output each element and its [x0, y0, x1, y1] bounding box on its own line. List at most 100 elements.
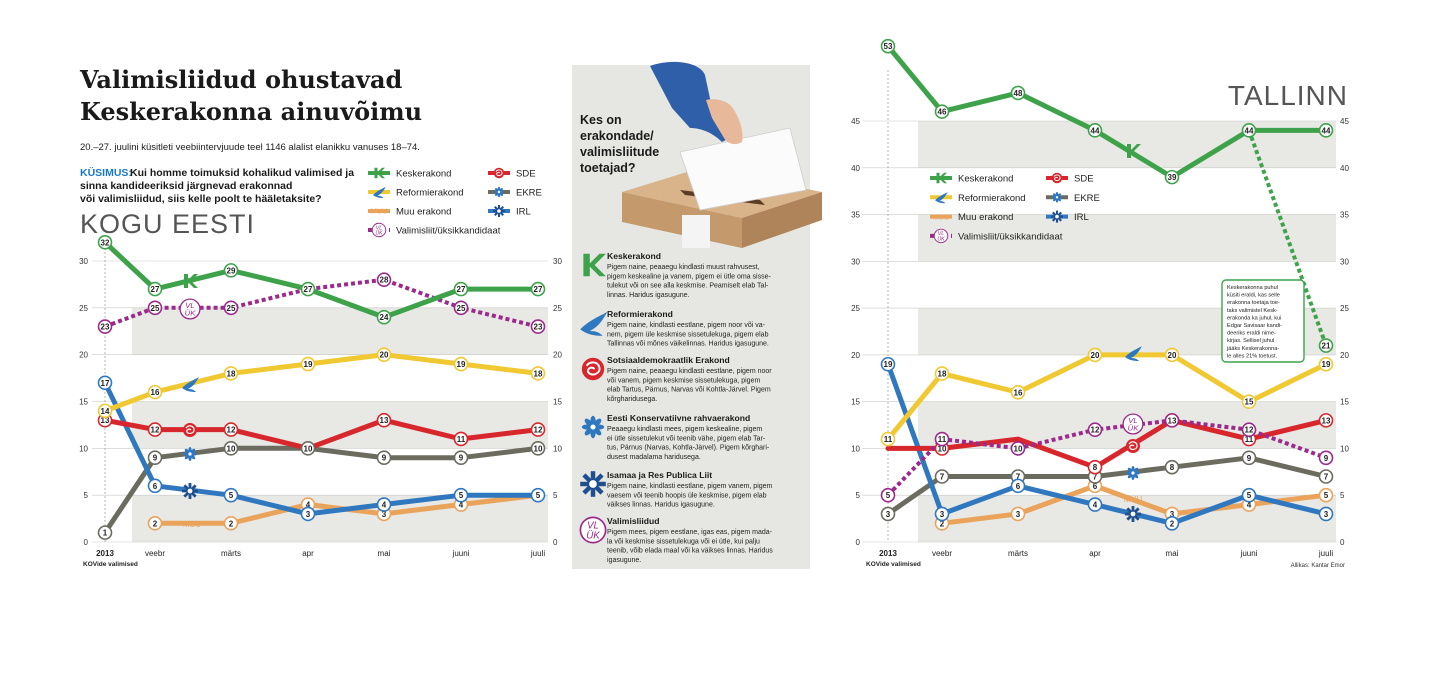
- data-label-irl: 2: [1170, 519, 1175, 528]
- party-description-line: Pigem naine, kindlasti eestlane, pigem n…: [607, 322, 766, 329]
- party-description-line: elab Tartus, Pärnus, Narvas või Kohtla-J…: [607, 387, 771, 394]
- reform-icon: [373, 186, 386, 198]
- data-label-sde: 11: [457, 435, 466, 444]
- y-tick-label-left: 35: [851, 211, 860, 220]
- data-point-sde: [147, 422, 163, 437]
- data-point-kesk: [1164, 169, 1180, 185]
- y-tick-label-right: 25: [553, 304, 562, 313]
- data-label-sde: 12: [151, 426, 160, 435]
- data-point-muu: [1318, 487, 1334, 503]
- data-point-reform: [934, 366, 950, 381]
- data-label-reform: 18: [227, 369, 236, 378]
- sde-swirl: [1128, 441, 1138, 451]
- data-point-reform: [1087, 347, 1103, 363]
- irl-center: [589, 480, 597, 488]
- data-label-reform: 16: [1014, 388, 1023, 397]
- x-tick-label: juuni: [1240, 549, 1258, 558]
- data-label-irl: 5: [1247, 491, 1252, 500]
- series-line-kesk: [102, 239, 541, 320]
- data-label-irl: 19: [884, 360, 893, 369]
- data-label-kesk: 27: [151, 285, 160, 294]
- data-point-kesk: [376, 309, 392, 325]
- muu-icon: MUU: [183, 520, 201, 529]
- vl-text-top: VL: [185, 301, 194, 310]
- legend-label-muu: Muu erakond: [396, 207, 451, 218]
- kesk-mark: [1127, 144, 1141, 158]
- party-description-line: vaesem või teenib hoopis üle keskmise, p…: [607, 492, 767, 499]
- muu-text: MUU: [933, 212, 949, 221]
- data-point-valimisliit: [453, 300, 469, 316]
- vl-text-top: VL: [1128, 416, 1137, 425]
- data-label-valimisliit: 28: [380, 276, 389, 285]
- x-tick-label: apr: [302, 549, 314, 558]
- chart-title-tallinn: TALLINN: [1228, 80, 1348, 111]
- data-label-muu: 3: [1016, 510, 1021, 519]
- data-label-sde: 11: [1245, 435, 1254, 444]
- ekre-petal: [1057, 193, 1061, 197]
- ekre-center: [497, 190, 501, 194]
- data-point-ekre: [300, 441, 316, 456]
- data-label-muu: 4: [459, 501, 464, 510]
- data-label-ekre: 10: [304, 444, 313, 453]
- question-line-1: Kui homme toimuksid kohalikud valimised …: [130, 167, 354, 179]
- note-line: taks valimistel Kesk-: [1227, 308, 1278, 314]
- data-point-irl: [1241, 487, 1257, 503]
- ekre-petal: [593, 418, 602, 427]
- sde-swirl: [585, 361, 601, 376]
- data-point-sde: [530, 422, 546, 437]
- kesk-mark: [374, 167, 385, 179]
- y-tick-label-left: 15: [79, 398, 88, 407]
- data-label-valimisliit: 25: [151, 304, 160, 313]
- y-tick-label-left: 15: [851, 398, 860, 407]
- y-tick-label-left: 25: [851, 304, 860, 313]
- data-point-reform: [453, 356, 469, 372]
- data-point-irl: [223, 487, 239, 503]
- data-label-reform: 11: [884, 435, 893, 444]
- data-label-sde: 13: [101, 416, 110, 425]
- data-label-muu: 6: [1093, 482, 1098, 491]
- note-line: erakonna toetaja toe-: [1227, 300, 1280, 306]
- ekre-petal: [184, 454, 190, 460]
- data-label-ekre: 10: [534, 444, 543, 453]
- legend-label-sde: SDE: [1074, 174, 1094, 185]
- data-point-kesk: [97, 234, 113, 250]
- title-line-2: Keskerakonna ainuvõimu: [80, 97, 422, 126]
- data-point-valimisliit: [1010, 441, 1026, 456]
- data-label-reform: 20: [380, 351, 389, 360]
- kesk-mark: [184, 274, 198, 288]
- ekre-icon: [183, 447, 197, 461]
- data-label-valimisliit: 12: [1091, 426, 1100, 435]
- irl-center: [1055, 214, 1059, 219]
- party-description-line: pigem keskealine ja vanem, pigem ei ütle…: [607, 273, 771, 280]
- data-point-kesk: [223, 263, 239, 278]
- legend-label-valimisliit: Valimisliit/üksikkandidaat: [958, 231, 1063, 242]
- data-label-ekre: 7: [1093, 473, 1098, 482]
- data-label-irl: 5: [229, 491, 234, 500]
- irl-icon: [1125, 506, 1141, 522]
- y-tick-label-right: 30: [1340, 257, 1349, 266]
- vl-text-top: VL: [376, 225, 383, 231]
- note-line: jääks Keskerakonna-: [1226, 346, 1279, 352]
- data-point-ekre: [223, 441, 239, 456]
- data-point-valimisliit: [934, 431, 950, 447]
- y-tick-label-right: 25: [1340, 304, 1349, 313]
- supporters-panel: Kes on erakondade/ valimisliitude toetaj…: [572, 61, 822, 569]
- data-point-irl: [530, 487, 546, 503]
- data-label-irl: 5: [536, 491, 541, 500]
- ekre-petal: [499, 192, 503, 196]
- note-line: Keskerakonna puhul: [1227, 285, 1278, 291]
- data-point-irl: [880, 356, 896, 372]
- party-description-line: kõrgharidusega.: [607, 396, 657, 403]
- x-tick-label: 2013: [879, 549, 897, 558]
- data-point-irl: [1164, 515, 1180, 531]
- data-label-reform: 20: [1168, 351, 1177, 360]
- data-point-ekre: [1318, 469, 1334, 484]
- y-tick-label-left: 5: [84, 491, 89, 500]
- title-line-1: Valimisliidud ohustavad: [79, 65, 402, 94]
- data-label-valimisliit: 13: [1168, 416, 1177, 425]
- ekre-center: [1055, 196, 1059, 199]
- reform-mark: [935, 192, 948, 204]
- data-point-kesk: [1318, 338, 1334, 353]
- vl-ring: [579, 516, 607, 544]
- sde-swirl: [1053, 174, 1061, 182]
